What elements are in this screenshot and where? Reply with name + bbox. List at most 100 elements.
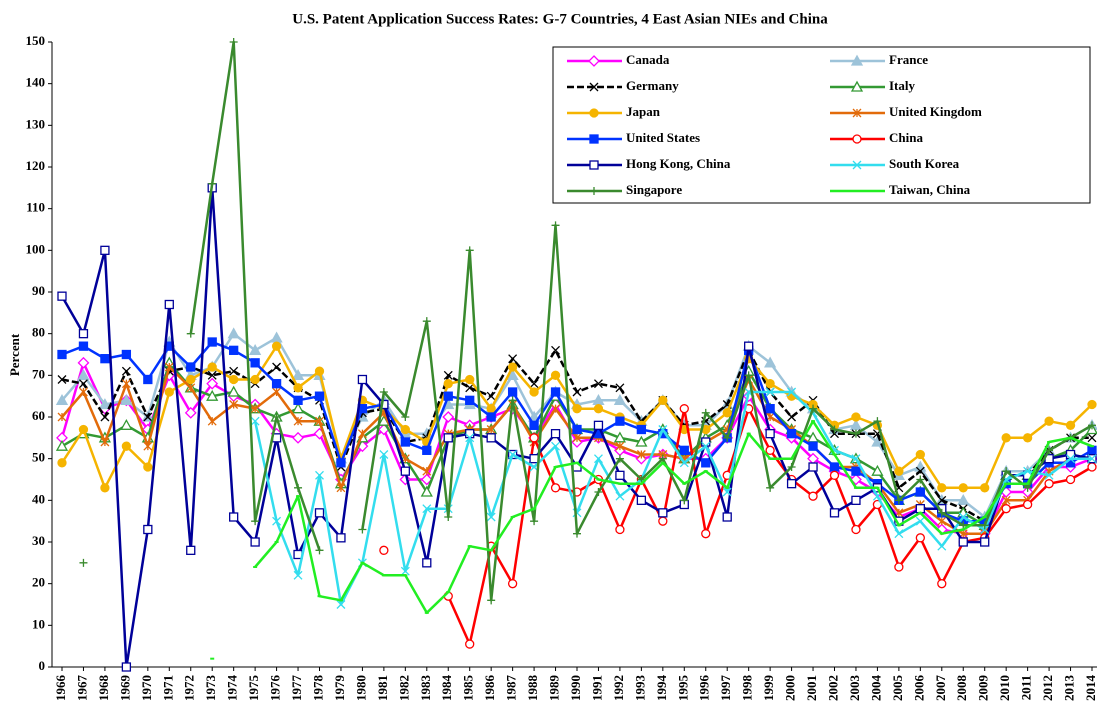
marker bbox=[78, 341, 89, 351]
legend-label: United Kingdom bbox=[889, 104, 982, 119]
marker bbox=[229, 400, 239, 409]
x-tick-label: 1990 bbox=[568, 675, 583, 701]
x-tick-label: 2014 bbox=[1083, 675, 1097, 702]
marker bbox=[529, 433, 539, 443]
marker bbox=[272, 413, 281, 421]
marker bbox=[272, 387, 282, 397]
x-tick-label: 1967 bbox=[74, 675, 89, 702]
x-tick-label: 2004 bbox=[868, 675, 883, 702]
marker bbox=[550, 387, 561, 397]
marker bbox=[250, 404, 260, 414]
marker bbox=[121, 366, 131, 376]
marker bbox=[420, 473, 433, 486]
marker bbox=[786, 429, 797, 439]
marker bbox=[443, 433, 453, 443]
marker bbox=[830, 445, 839, 455]
marker bbox=[358, 525, 367, 534]
x-tick-label: 2005 bbox=[890, 675, 905, 702]
marker bbox=[270, 331, 283, 343]
marker bbox=[78, 387, 88, 397]
marker bbox=[336, 533, 346, 543]
marker bbox=[400, 424, 410, 435]
marker bbox=[444, 513, 453, 521]
marker bbox=[379, 399, 389, 410]
marker bbox=[937, 516, 947, 526]
x-tick-label: 2003 bbox=[847, 675, 862, 702]
legend-box bbox=[552, 46, 1091, 204]
marker bbox=[808, 491, 818, 501]
marker bbox=[765, 404, 775, 414]
x-tick-label: 1982 bbox=[396, 675, 411, 701]
marker bbox=[529, 387, 539, 397]
series-line bbox=[447, 407, 1093, 646]
marker bbox=[808, 441, 818, 451]
marker bbox=[55, 393, 69, 405]
marker bbox=[508, 354, 518, 364]
y-tick-label: 30 bbox=[32, 533, 45, 548]
marker bbox=[1087, 433, 1097, 443]
marker bbox=[143, 441, 153, 451]
marker bbox=[787, 412, 797, 422]
marker bbox=[272, 362, 282, 372]
marker bbox=[314, 391, 325, 401]
marker bbox=[422, 317, 431, 326]
marker bbox=[589, 134, 599, 144]
y-tick-label: 80 bbox=[32, 325, 45, 340]
x-tick-label: 1977 bbox=[289, 675, 304, 702]
x-tick-label: 2000 bbox=[783, 675, 798, 701]
marker bbox=[164, 362, 174, 372]
marker bbox=[508, 396, 517, 405]
y-tick-label: 90 bbox=[32, 283, 45, 298]
marker bbox=[229, 512, 239, 522]
marker bbox=[1087, 454, 1097, 464]
marker bbox=[593, 420, 604, 430]
marker bbox=[486, 404, 496, 414]
marker bbox=[336, 458, 346, 468]
marker bbox=[894, 529, 904, 539]
marker bbox=[1087, 462, 1097, 472]
marker bbox=[894, 466, 904, 476]
marker bbox=[77, 356, 90, 369]
x-tick-label: 1972 bbox=[182, 675, 197, 701]
y-tick-label: 70 bbox=[32, 366, 45, 381]
marker bbox=[765, 445, 775, 455]
marker bbox=[765, 429, 775, 439]
marker bbox=[1001, 495, 1011, 505]
marker bbox=[1065, 474, 1076, 485]
y-tick-label: 10 bbox=[32, 616, 45, 631]
marker bbox=[894, 496, 903, 505]
marker bbox=[572, 424, 582, 435]
marker bbox=[593, 379, 603, 389]
marker bbox=[851, 524, 861, 535]
marker bbox=[357, 429, 367, 439]
marker bbox=[615, 524, 625, 535]
x-tick-label: 1996 bbox=[697, 675, 712, 702]
marker bbox=[635, 435, 648, 447]
y-tick-label: 150 bbox=[26, 33, 46, 48]
x-tick-label: 1968 bbox=[96, 675, 111, 702]
marker bbox=[1001, 504, 1011, 514]
x-tick-label: 1981 bbox=[375, 675, 390, 701]
marker bbox=[293, 395, 303, 405]
marker bbox=[937, 541, 947, 551]
marker bbox=[1022, 433, 1033, 443]
marker bbox=[184, 406, 197, 419]
y-tick-label: 100 bbox=[26, 241, 46, 256]
marker bbox=[873, 417, 882, 426]
marker bbox=[227, 385, 240, 397]
marker bbox=[443, 391, 453, 401]
marker bbox=[186, 329, 195, 338]
y-tick-label: 60 bbox=[32, 408, 45, 423]
marker bbox=[764, 356, 777, 368]
marker bbox=[400, 466, 410, 476]
marker bbox=[250, 374, 260, 385]
y-tick-label: 130 bbox=[26, 116, 46, 131]
marker bbox=[980, 521, 989, 530]
legend-label: Italy bbox=[889, 78, 916, 93]
x-tick-label: 1984 bbox=[439, 675, 454, 702]
marker bbox=[914, 460, 927, 472]
marker bbox=[57, 458, 67, 468]
x-tick-label: 1970 bbox=[139, 675, 154, 701]
marker bbox=[830, 425, 839, 434]
